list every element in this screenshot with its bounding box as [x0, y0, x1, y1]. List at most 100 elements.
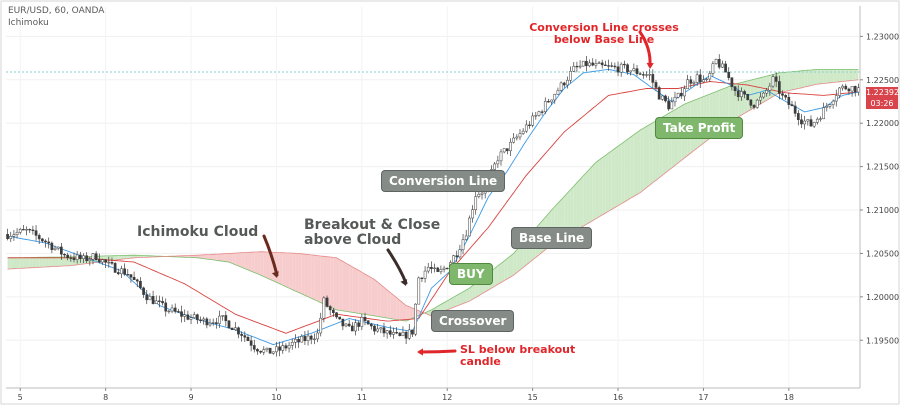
cloud-segment	[10, 257, 14, 269]
candle-body	[164, 302, 168, 312]
candle-body	[388, 330, 392, 335]
x-tick-label: 8	[103, 393, 108, 402]
cloud-segment	[247, 252, 252, 272]
candle-body	[230, 327, 234, 331]
cloud-segment	[728, 85, 732, 124]
cloud-segment	[238, 252, 242, 268]
candle-body	[518, 133, 522, 138]
cloud-segment	[605, 153, 609, 214]
candle-body	[543, 101, 547, 113]
cloud-segment	[826, 69, 830, 84]
candle-body	[265, 347, 269, 350]
candle-body	[9, 236, 13, 239]
candle-body	[170, 307, 174, 312]
cloud-segment	[618, 143, 622, 206]
candle-body	[455, 255, 459, 258]
candle-body	[496, 160, 500, 165]
candle-body	[613, 65, 617, 68]
candle-body	[101, 259, 104, 263]
cloud-segment	[383, 287, 388, 319]
cloud-segment	[649, 122, 653, 186]
x-tick-label: 16	[613, 393, 623, 402]
cloud-segment	[222, 253, 226, 262]
cloud-segment	[785, 71, 789, 92]
candle-body	[648, 74, 652, 76]
cloud-segment	[260, 251, 264, 277]
cloud-segment	[845, 69, 849, 82]
cloud-segment	[263, 251, 267, 279]
cloud-segment	[36, 257, 40, 268]
base-line	[7, 81, 859, 334]
symbol-title: EUR/USD, 60, OANDA	[8, 6, 105, 16]
cloud-segment	[111, 255, 116, 261]
candle-body	[578, 65, 582, 68]
candle-body	[196, 314, 199, 321]
cloud-segment	[314, 255, 318, 302]
cloud-segment	[206, 254, 211, 260]
y-tick-label: 1.23000	[866, 32, 899, 41]
candle-body	[385, 330, 389, 334]
cloud-segment	[570, 186, 574, 234]
candle-body	[129, 274, 133, 278]
cloud-segment	[621, 141, 625, 204]
candle-body	[815, 118, 819, 123]
cloud-segment	[48, 257, 52, 267]
cloud-segment	[266, 251, 271, 280]
candle-body	[347, 323, 351, 327]
candle-body	[708, 73, 712, 80]
cloud-segment	[798, 70, 802, 89]
x-tick-label: 15	[528, 393, 538, 402]
candle-body	[793, 105, 797, 114]
candle-body	[600, 62, 604, 66]
candle-body	[806, 119, 810, 122]
candle-body	[110, 261, 114, 264]
cloud-segment	[804, 70, 808, 88]
conversion-crosses-line2: below Base Line	[553, 33, 655, 46]
candle-body	[784, 95, 788, 98]
candle-body	[679, 92, 683, 97]
x-tick-label: 10	[271, 393, 281, 402]
cloud-segment	[817, 69, 821, 85]
cloud-segment	[200, 254, 204, 259]
candle-body	[755, 99, 759, 108]
candle-body	[338, 316, 342, 320]
cloud-segment	[788, 71, 792, 91]
cloud-segment	[289, 252, 293, 290]
candle-body	[281, 345, 285, 351]
cloud-segment	[45, 257, 49, 267]
cloud-segment	[472, 283, 476, 300]
cloud-segment	[355, 268, 359, 314]
cloud-segment	[580, 175, 584, 229]
cloud-segment	[213, 254, 217, 261]
cloud-segment	[507, 255, 511, 279]
conversion-crosses-line1: Conversion Line crosses	[529, 21, 679, 34]
candle-body	[6, 234, 9, 239]
base-line-label: Base Line	[511, 227, 593, 249]
cloud-segment	[409, 306, 413, 320]
candle-body	[502, 148, 506, 153]
cloud-segment	[61, 256, 65, 267]
candle-body	[857, 87, 860, 93]
cloud-segment	[573, 182, 577, 232]
cloud-segment	[447, 299, 451, 310]
stop-loss-line1: SL below breakout	[460, 343, 576, 356]
candle-body	[850, 86, 854, 92]
candle-body	[430, 266, 433, 269]
candle-body	[303, 336, 307, 341]
cloud-segment	[118, 255, 122, 260]
candle-body	[474, 196, 478, 210]
cloud-segment	[576, 179, 581, 230]
cloud-segment	[456, 293, 460, 307]
candle-body	[746, 93, 750, 101]
cloud-segment	[197, 254, 201, 259]
candle-body	[167, 310, 171, 313]
candle-body	[116, 272, 120, 275]
cloud-segment	[194, 255, 198, 258]
cloud-segment	[513, 249, 517, 276]
cloud-segment	[20, 257, 24, 269]
cloud-segment	[301, 253, 305, 296]
candle-body	[183, 314, 187, 317]
candle-body	[142, 287, 145, 295]
candle-body	[404, 331, 408, 339]
